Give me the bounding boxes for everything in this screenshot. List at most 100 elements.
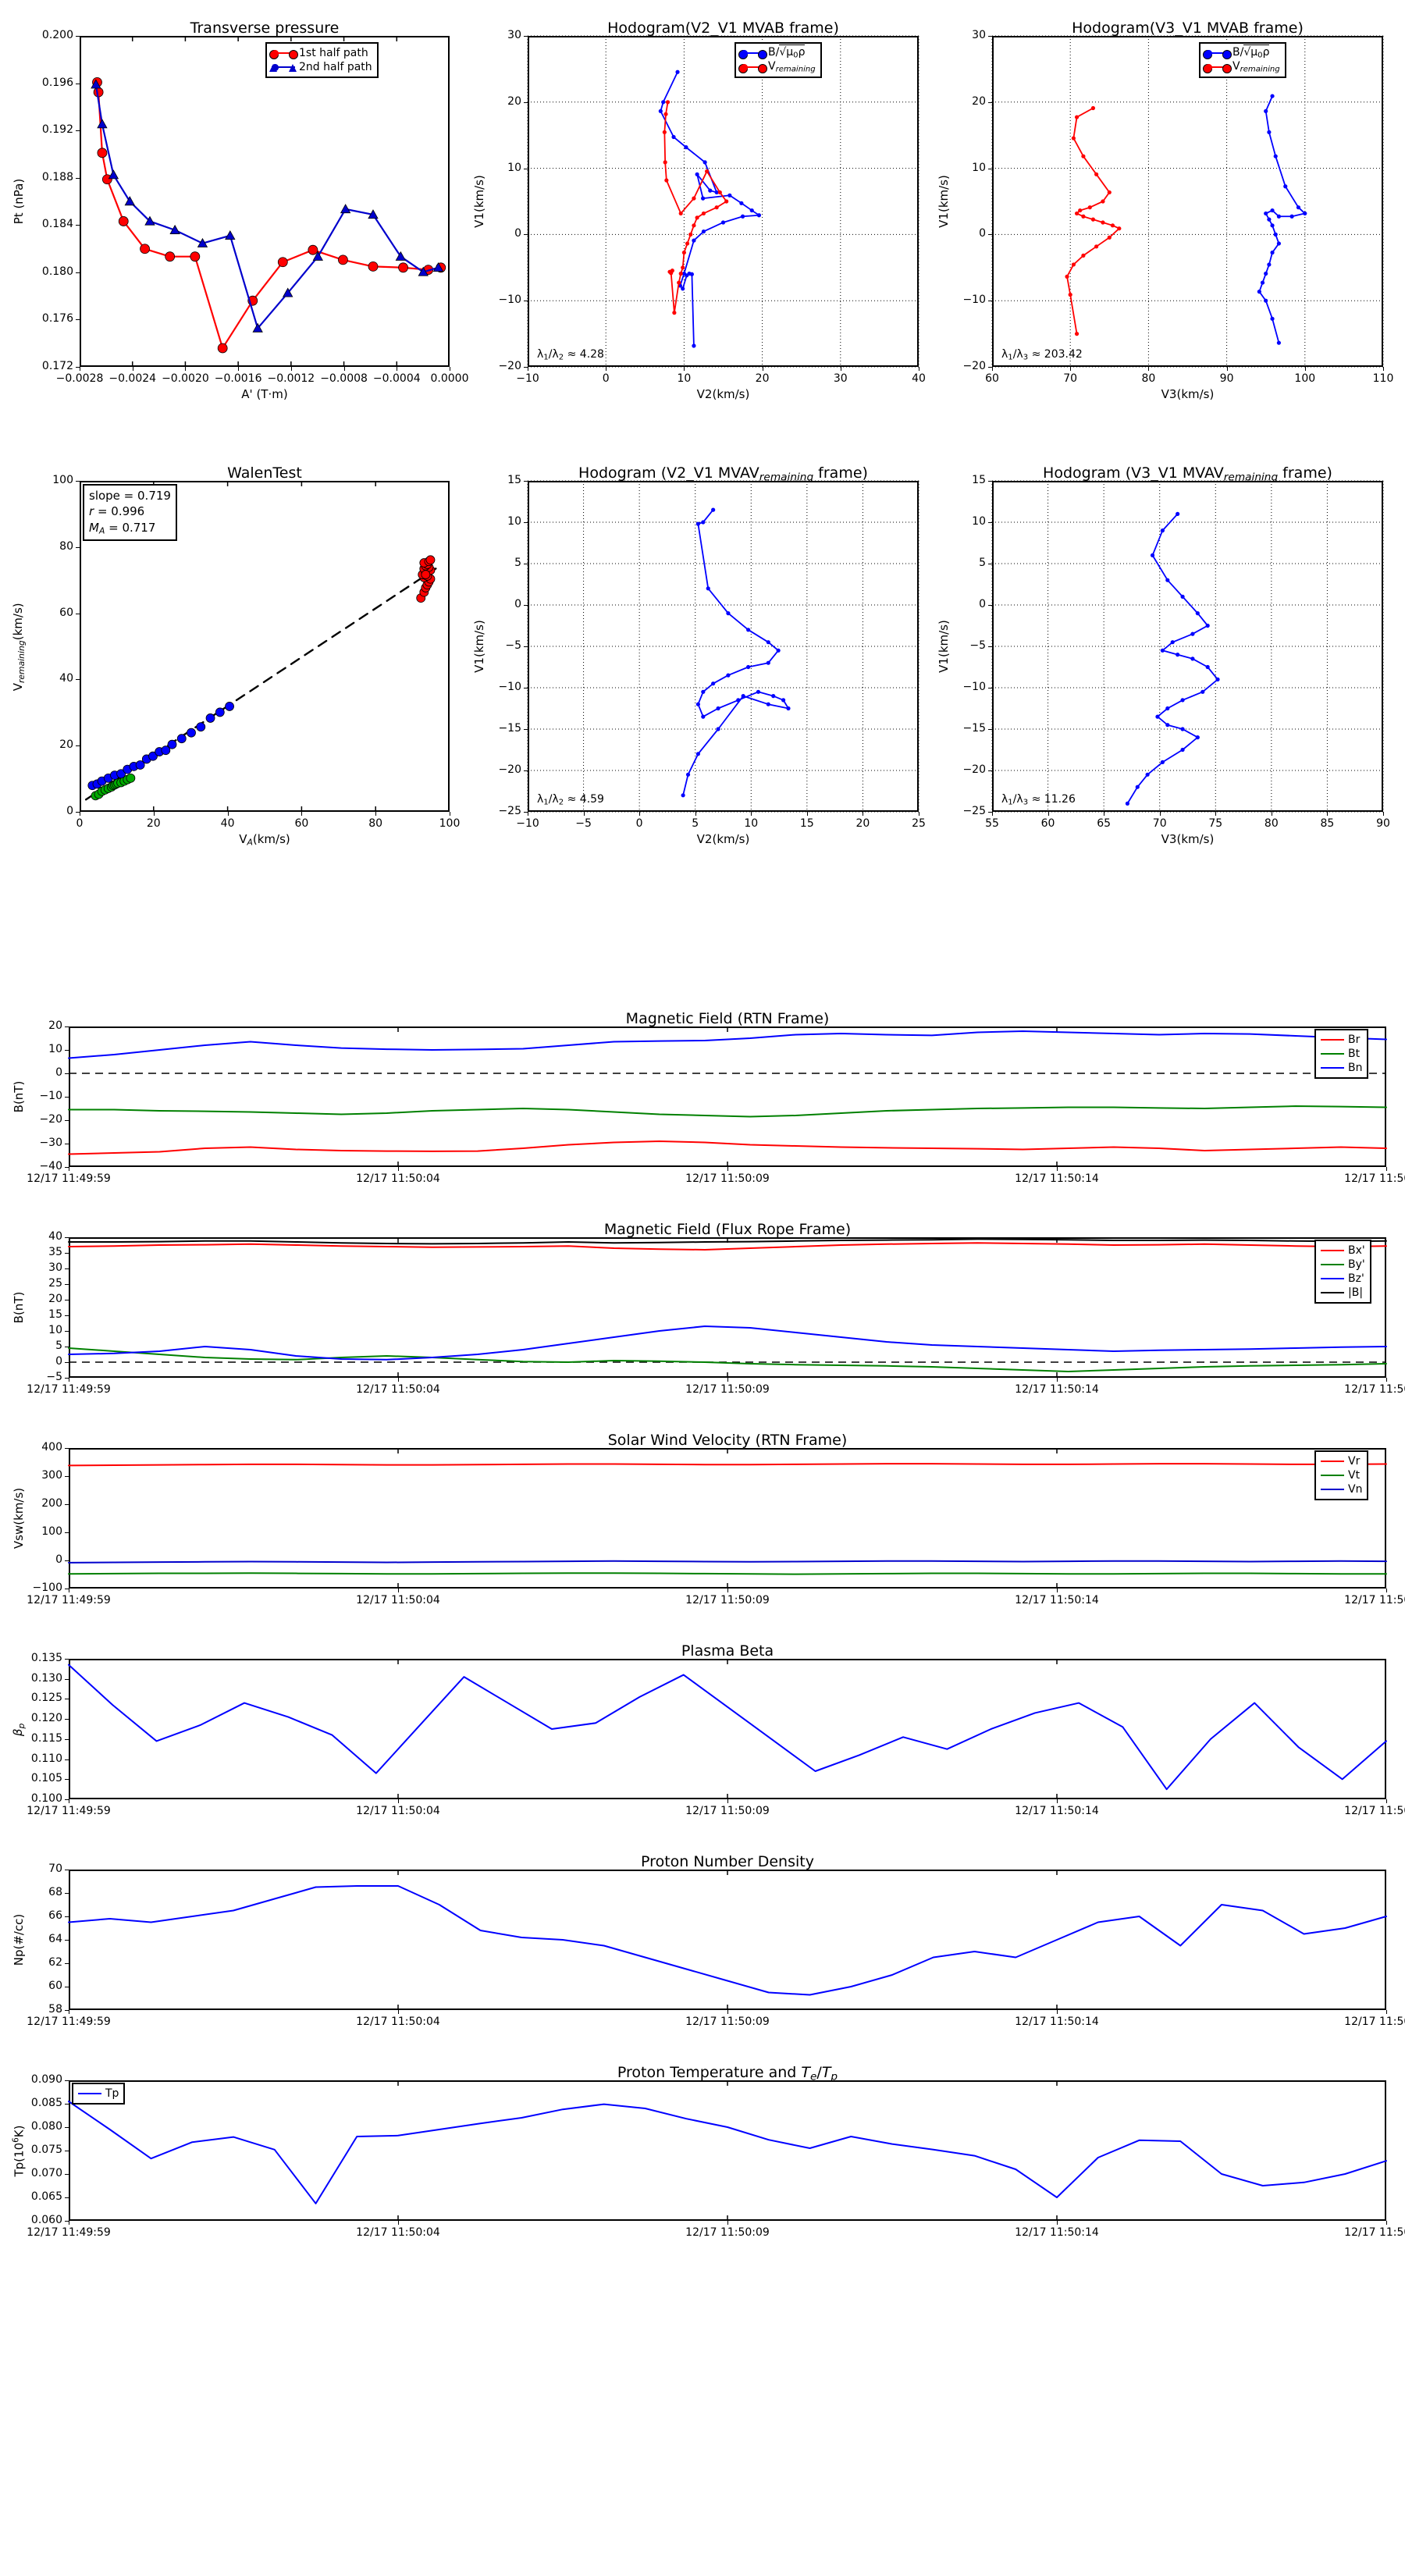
magnetic-field-rtn-legend-item: Bn <box>1321 1061 1362 1075</box>
walen-stats-box: slope = 0.719 r = 0.996 MA = 0.717 <box>83 484 177 541</box>
legend-line-icon <box>1321 1489 1344 1490</box>
plasma-beta-ytick: 0.125 <box>30 1692 62 1705</box>
hodogram-v3v1-mvav-ytick: −5 <box>969 639 986 652</box>
magnetic-field-rtn-title: Magnetic Field (RTN Frame) <box>625 1010 830 1027</box>
transverse-pressure-canvas <box>91 36 446 367</box>
proton-number-density-panel: Proton Number Density 70 68 66 64 62 60 58 12/17… <box>8 1846 1405 2041</box>
magnetic-field-flux-rope-xtick: 12/17 11:50:14 <box>1015 1383 1099 1396</box>
magnetic-field-rtn-canvas <box>68 1026 1387 1167</box>
magnetic-field-rtn-legend-item: Br <box>1321 1033 1362 1047</box>
proton-temperature-xtick: 12/17 11:50:19 <box>1344 2226 1405 2239</box>
hodogram-v3v1-mvab-xtick: 70 <box>1063 372 1078 385</box>
proton-number-density-xtick: 12/17 11:50:14 <box>1015 2016 1099 2028</box>
hodogram-v2v1-mvab-legend-item: B/√μ0ρ <box>738 44 816 60</box>
transverse-pressure-ytick: 0.180 <box>41 265 73 278</box>
magnetic-field-rtn-ytick: −20 <box>39 1113 62 1126</box>
magnetic-field-rtn-legend-item: Bt <box>1321 1047 1362 1061</box>
plasma-beta-ytick: 0.115 <box>30 1731 62 1745</box>
hodogram-v2v1-mvav-xtick: 5 <box>692 817 699 830</box>
hodogram-v2v1-mvav-xtick: 25 <box>912 817 926 830</box>
solar-wind-velocity-xtick: 12/17 11:50:04 <box>356 1594 440 1606</box>
magnetic-field-rtn-ytick: −10 <box>39 1090 62 1102</box>
proton-temperature-ytick: 0.085 <box>30 2097 62 2109</box>
hodogram-v3v1-mvav-ytick: 10 <box>972 515 986 528</box>
transverse-pressure-ytick: 0.184 <box>41 218 73 231</box>
hodogram-v2v1-mvav-xtick: −5 <box>575 817 592 830</box>
hodogram-v2v1-mvab-xtick: −10 <box>516 372 539 385</box>
legend-label: B/√μ0ρ <box>768 44 806 60</box>
hodogram-v3v1-mvav-xtick: 65 <box>1097 817 1112 830</box>
hodogram-v3v1-mvab-legend: B/√μ0ρ Vremaining <box>1199 42 1286 78</box>
walen-test-xlabel: VA(km/s) <box>239 832 290 848</box>
plasma-beta-ylabel: βp <box>11 1723 27 1737</box>
transverse-pressure-plot-area <box>80 36 450 367</box>
hodogram-v3v1-mvav-ylabel: V1(km/s) <box>937 620 951 673</box>
hodogram-v2v1-mvab-ytick: 0 <box>514 227 521 240</box>
legend-line-icon <box>269 64 297 72</box>
magnetic-field-rtn-xtick: 12/17 11:50:09 <box>685 1172 770 1185</box>
legend-label: Vt <box>1348 1469 1361 1482</box>
magnetic-field-rtn-xtick: 12/17 11:50:04 <box>356 1172 440 1185</box>
magnetic-field-flux-rope-ytick: 10 <box>48 1324 62 1336</box>
hodogram-v3v1-mvab-ytick: 10 <box>972 161 986 174</box>
hodogram-v2v1-mvab-ytick: 20 <box>507 94 521 108</box>
proton-temperature-xtick: 12/17 11:50:09 <box>685 2226 770 2239</box>
hodogram-v3v1-mvab-panel: Hodogram(V3_V1 MVAB frame) 30 20 10 0 −10 −20 6… <box>933 8 1397 422</box>
legend-line-icon <box>1321 1461 1344 1462</box>
hodogram-v2v1-mvab-xlabel: V2(km/s) <box>696 387 750 401</box>
hodogram-v3v1-mvab-ytick: 30 <box>972 29 986 41</box>
hodogram-v2v1-mvav-ylabel: V1(km/s) <box>472 620 486 673</box>
magnetic-field-flux-rope-legend-item: By' <box>1321 1258 1365 1272</box>
magnetic-field-flux-rope-xtick: 12/17 11:50:04 <box>356 1383 440 1396</box>
hodogram-v2v1-mvav-ytick: −10 <box>498 681 521 693</box>
plasma-beta-ytick: 0.105 <box>30 1772 62 1785</box>
hodogram-v2v1-mvab-panel: Hodogram(V2_V1 MVAB frame) 30 20 10 0 −10 −20−… <box>468 8 933 422</box>
legend-label: B/√μ0ρ <box>1232 44 1270 60</box>
magnetic-field-flux-rope-panel: Magnetic Field (Flux Rope Frame) 40 35 30 25… <box>8 1214 1405 1409</box>
hodogram-v3v1-mvav-ytick: −20 <box>962 763 986 776</box>
proton-number-density-title: Proton Number Density <box>641 1853 814 1870</box>
hodogram-v3v1-mvab-ytick: −10 <box>962 294 986 307</box>
magnetic-field-flux-rope-ytick: 35 <box>48 1246 62 1258</box>
plasma-beta-ytick: 0.135 <box>30 1652 62 1664</box>
proton-temperature-ytick: 0.075 <box>30 2144 62 2156</box>
magnetic-field-flux-rope-legend: Bx' By' Bz' |B| <box>1314 1240 1371 1304</box>
hodogram-v3v1-mvav-xtick: 70 <box>1152 817 1167 830</box>
hodogram-v3v1-mvav-ytick: 0 <box>979 598 986 610</box>
legend-line-icon <box>1321 1053 1344 1055</box>
plasma-beta-ytick: 0.100 <box>30 1792 62 1805</box>
hodogram-v2v1-mvav-xtick: 15 <box>799 817 814 830</box>
hodogram-v2v1-mvab-legend-item: Vremaining <box>738 60 816 74</box>
proton-temperature-ytick: 0.065 <box>30 2190 62 2203</box>
legend-line-icon <box>1321 1067 1344 1069</box>
solar-wind-velocity-canvas <box>68 1448 1387 1589</box>
transverse-pressure-xlabel: A' (T·m) <box>241 387 288 401</box>
proton-number-density-ytick: 58 <box>48 2003 62 2016</box>
plasma-beta-xtick: 12/17 11:50:09 <box>685 1805 770 1817</box>
legend-label: Bn <box>1348 1062 1363 1074</box>
hodogram-v2v1-mvab-canvas <box>527 35 919 368</box>
transverse-pressure-ylabel: Pt (nPa) <box>12 178 26 225</box>
transverse-pressure-title: Transverse pressure <box>190 20 340 37</box>
legend-marker-icon <box>1222 64 1232 73</box>
transverse-pressure-ytick: 0.200 <box>41 29 73 41</box>
proton-number-density-ylabel: Np(#/cc) <box>12 1913 26 1966</box>
transverse-pressure-xtick: −0.0004 <box>372 372 421 385</box>
legend-marker-icon <box>269 50 279 59</box>
hodogram-v3v1-mvab-xtick: 90 <box>1219 372 1234 385</box>
proton-temperature-ylabel: Tp(106K) <box>11 2125 27 2177</box>
solar-wind-velocity-legend-item: Vr <box>1321 1454 1362 1468</box>
hodogram-v2v1-mvab-plot-area <box>528 36 919 367</box>
walen-test-xtick: 100 <box>439 817 461 830</box>
hodogram-v2v1-mvab-xtick: 0 <box>602 372 610 385</box>
hodogram-v3v1-mvav-canvas <box>991 480 1384 813</box>
plasma-beta-panel: Plasma Beta 0.135 0.130 0.125 0.120 0.115 0.11… <box>8 1635 1405 1831</box>
magnetic-field-rtn-ytick: −40 <box>39 1160 62 1172</box>
legend-label: Vr <box>1348 1455 1361 1468</box>
solar-wind-velocity-xtick: 12/17 11:49:59 <box>27 1594 111 1606</box>
hodogram-v2v1-mvav-title: Hodogram (V2_V1 MVAVremaining frame) <box>578 464 868 484</box>
legend-label: Bt <box>1348 1048 1361 1060</box>
hodogram-v3v1-mvav-panel: Hodogram (V3_V1 MVAVremaining frame) 15 10… <box>933 453 1397 866</box>
magnetic-field-flux-rope-ylabel: B(nT) <box>12 1291 26 1324</box>
proton-temperature-xtick: 12/17 11:49:59 <box>27 2226 111 2239</box>
